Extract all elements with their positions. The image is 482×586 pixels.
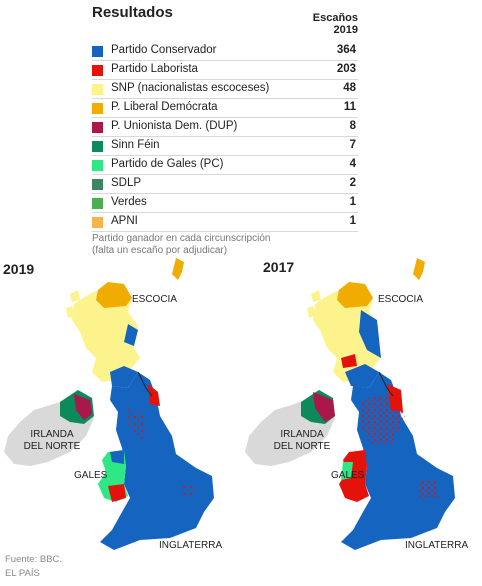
england-labour-london (180, 484, 196, 498)
party-name: SNP (nacionalistas escoceses) (111, 82, 270, 94)
map-note-line2: (falta un escaño por adjudicar) (92, 245, 228, 256)
scotland-east-con (359, 310, 381, 358)
map-2019-ni-label: IRLANDA DEL NORTE (22, 429, 82, 453)
scotland-border-con (110, 366, 138, 388)
party-seats: 7 (349, 139, 356, 151)
northern-isles (413, 258, 425, 280)
party-color-swatch (92, 122, 103, 133)
england-labour-ne (148, 384, 160, 406)
seats-header-label: Escaños (312, 12, 358, 24)
party-seats: 203 (336, 63, 356, 75)
party-seats: 1 (349, 196, 356, 208)
party-color-swatch (92, 217, 103, 228)
map-2019-ni-line2: DEL NORTE (23, 441, 81, 452)
party-row: Sinn Féin 7 (92, 137, 358, 156)
wales-lab-south (108, 484, 126, 502)
party-color-swatch (92, 65, 103, 76)
party-name: P. Unionista Dem. (DUP) (111, 120, 238, 132)
scotland-east-con (124, 324, 138, 346)
party-color-swatch (92, 103, 103, 114)
map-2017-ni-label: IRLANDA DEL NORTE (270, 429, 334, 453)
party-row: P. Unionista Dem. (DUP) 8 (92, 118, 358, 137)
party-seats: 1 (349, 215, 356, 227)
footer: Fuente: BBC. EL PAÍS (5, 553, 62, 581)
party-row: Partido de Gales (PC) 4 (92, 156, 358, 175)
party-name: Partido Conservador (111, 44, 217, 56)
map-2017-ni-line1: IRLANDA (280, 429, 324, 440)
party-name: Verdes (111, 196, 147, 208)
party-name: APNI (111, 215, 138, 227)
scotland-england-border (378, 371, 394, 397)
scotland-highlands-lib (337, 282, 373, 308)
wales-pc-west (341, 462, 353, 480)
england-labour-north (128, 408, 150, 440)
party-row: SDLP 2 (92, 175, 358, 194)
map-2019-scotland-label: ESCOCIA (132, 294, 178, 305)
party-color-swatch (92, 46, 103, 57)
party-seats: 2 (349, 177, 356, 189)
map-2019-year: 2019 (3, 261, 35, 277)
scotland-highlands-lib (96, 282, 132, 308)
map-2017 (245, 258, 455, 550)
scotland-england-border (137, 371, 153, 397)
map-2017-ni-line2: DEL NORTE (273, 441, 331, 452)
scotland-shape (313, 282, 381, 382)
map-2017-england-label: INGLATERRA (405, 540, 469, 551)
scotland-shape (72, 282, 140, 382)
england-labour-london (417, 480, 439, 500)
party-row: SNP (nacionalistas escoceses) 48 (92, 80, 358, 99)
map-2019-ni-line1: IRLANDA (30, 429, 74, 440)
party-row: APNI 1 (92, 213, 358, 232)
scotland-central-lab (341, 354, 357, 368)
seats-header-year: 2019 (333, 24, 358, 36)
map-note: Partido ganador en cada circunscripción … (92, 233, 352, 257)
scotland-border-con (345, 364, 379, 388)
england-labour-ne (387, 384, 403, 412)
party-name: Partido Laborista (111, 63, 198, 75)
map-note-line1: Partido ganador en cada circunscripción (92, 233, 271, 244)
party-color-swatch (92, 141, 103, 152)
map-2017-scotland-label: ESCOCIA (378, 294, 424, 305)
party-color-swatch (92, 160, 103, 171)
map-2019-england-label: INGLATERRA (159, 540, 223, 551)
party-name: SDLP (111, 177, 142, 189)
party-row: Partido Laborista 203 (92, 61, 358, 80)
results-title: Resultados (92, 4, 173, 21)
seats-column-header: Escaños 2019 (313, 12, 358, 36)
map-2017-year: 2017 (263, 259, 295, 275)
northern-isles (172, 258, 184, 280)
party-row: P. Liberal Demócrata 11 (92, 99, 358, 118)
wales-con-north (110, 450, 124, 464)
party-seats: 11 (343, 101, 356, 113)
party-seats: 48 (343, 82, 356, 94)
party-color-swatch (92, 179, 103, 190)
party-name: Partido de Gales (PC) (111, 158, 224, 170)
map-2019 (4, 258, 214, 550)
map-2017-wales-label: GALES (331, 470, 365, 481)
party-name: Sinn Féin (111, 139, 160, 151)
party-color-swatch (92, 84, 103, 95)
party-name: P. Liberal Demócrata (111, 101, 218, 113)
party-seats: 364 (336, 44, 356, 56)
party-seats: 4 (349, 158, 356, 170)
party-row: Verdes 1 (92, 194, 358, 213)
map-2019-wales-label: GALES (74, 470, 108, 481)
ni-dup-area (313, 392, 335, 422)
party-seats: 8 (349, 120, 356, 132)
party-list: Partido Conservador 364 Partido Laborista 2… (92, 42, 358, 232)
ni-dup-area (74, 394, 92, 420)
party-color-swatch (92, 198, 103, 209)
source-credit: Fuente: BBC. (5, 554, 63, 565)
party-row: Partido Conservador 364 (92, 42, 358, 61)
publisher-credit: EL PAÍS (5, 568, 40, 579)
